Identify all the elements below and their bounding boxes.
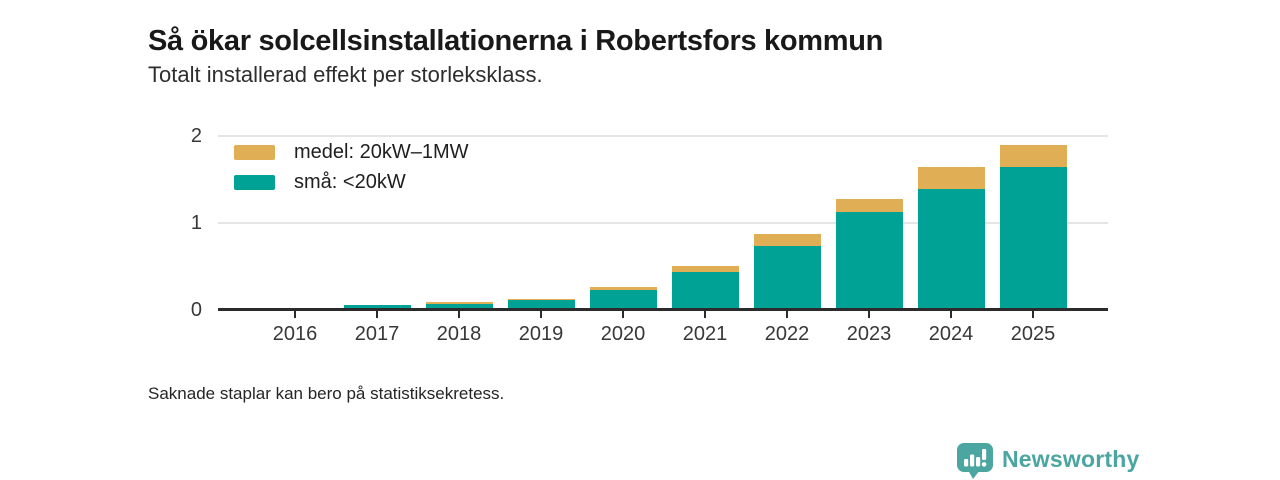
bar-segment-sma-2023	[835, 212, 903, 309]
bar-2019	[507, 298, 575, 309]
bar-2023	[835, 199, 903, 309]
bar-2025	[999, 144, 1067, 309]
y-axis-label-1: 1	[190, 212, 202, 234]
chart-title: Så ökar solcellsinstallationerna i Rober…	[148, 25, 884, 58]
x-axis-tick-2018	[458, 311, 460, 318]
bar-segment-medel-2023	[835, 199, 903, 213]
x-axis-tick-2024	[950, 311, 952, 318]
x-axis-label-2022: 2022	[764, 323, 810, 345]
bar-segment-sma-2024	[917, 188, 985, 309]
x-axis-tick-2017	[376, 311, 378, 318]
bar-2021	[671, 265, 739, 309]
bar-segment-medel-2024	[917, 167, 985, 189]
x-axis-label-2018: 2018	[436, 323, 482, 345]
y-axis-label-2: 2	[190, 125, 202, 147]
x-axis-tick-2020	[622, 311, 624, 318]
bar-segment-sma-2020	[589, 289, 657, 309]
x-axis-tick-2021	[704, 311, 706, 318]
bar-2020	[589, 287, 657, 309]
bar-chart-speech-bubble-icon	[956, 442, 994, 480]
legend-swatch-sma	[234, 174, 275, 190]
bar-segment-medel-2018	[425, 302, 493, 304]
chart-footnote: Saknade staplar kan bero på statistiksek…	[148, 384, 505, 403]
x-axis-label-2020: 2020	[600, 323, 646, 345]
y-axis-label-0: 0	[190, 299, 202, 321]
bar-segment-medel-2019	[507, 298, 575, 301]
bar-segment-medel-2025	[999, 144, 1067, 168]
x-axis-tick-2025	[1032, 311, 1034, 318]
gridline-y2	[218, 135, 1108, 137]
x-axis-label-2017: 2017	[354, 323, 400, 345]
x-axis-label-2021: 2021	[682, 323, 728, 345]
bar-2018	[425, 302, 493, 309]
bar-2022	[753, 234, 821, 309]
bar-2024	[917, 167, 985, 309]
x-axis-label-2016: 2016	[272, 323, 318, 345]
bar-segment-sma-2025	[999, 167, 1067, 309]
plot-area: medel: 20kW–1MW små: <20kW 0 1 2 2016 2017 20…	[191, 125, 1108, 345]
bar-segment-medel-2020	[589, 287, 657, 290]
bar-segment-sma-2019	[507, 300, 575, 309]
bar-segment-sma-2018	[425, 303, 493, 309]
bar-segment-sma-2017	[343, 304, 411, 309]
x-axis-tick-2022	[786, 311, 788, 318]
publisher-name: Newsworthy	[1002, 446, 1140, 472]
legend-item-medel: medel: 20kW–1MW	[234, 141, 469, 163]
bar-segment-medel-2022	[753, 234, 821, 246]
legend-item-sma: små: <20kW	[234, 171, 469, 193]
bar-2017	[343, 304, 411, 309]
bar-segment-sma-2022	[753, 245, 821, 309]
x-axis-label-2025: 2025	[1010, 323, 1056, 345]
x-axis-tick-2023	[868, 311, 870, 318]
x-axis-tick-2016	[294, 311, 296, 318]
publisher-branding: Newsworthy	[956, 442, 1139, 480]
x-axis-label-2023: 2023	[846, 323, 892, 345]
x-axis-tick-2019	[540, 311, 542, 318]
legend-label-sma: små: <20kW	[294, 170, 406, 193]
gridline-y1	[218, 222, 1108, 224]
x-axis-label-2024: 2024	[928, 323, 974, 345]
x-axis-line	[218, 308, 1108, 311]
bar-segment-medel-2021	[671, 265, 739, 272]
legend-swatch-medel	[234, 144, 275, 160]
legend-label-medel: medel: 20kW–1MW	[294, 140, 469, 163]
bar-segment-sma-2021	[671, 271, 739, 309]
chart-subtitle: Totalt installerad effekt per storlekskl…	[148, 62, 543, 87]
chart-legend: medel: 20kW–1MW små: <20kW	[234, 141, 469, 193]
x-axis-label-2019: 2019	[518, 323, 564, 345]
